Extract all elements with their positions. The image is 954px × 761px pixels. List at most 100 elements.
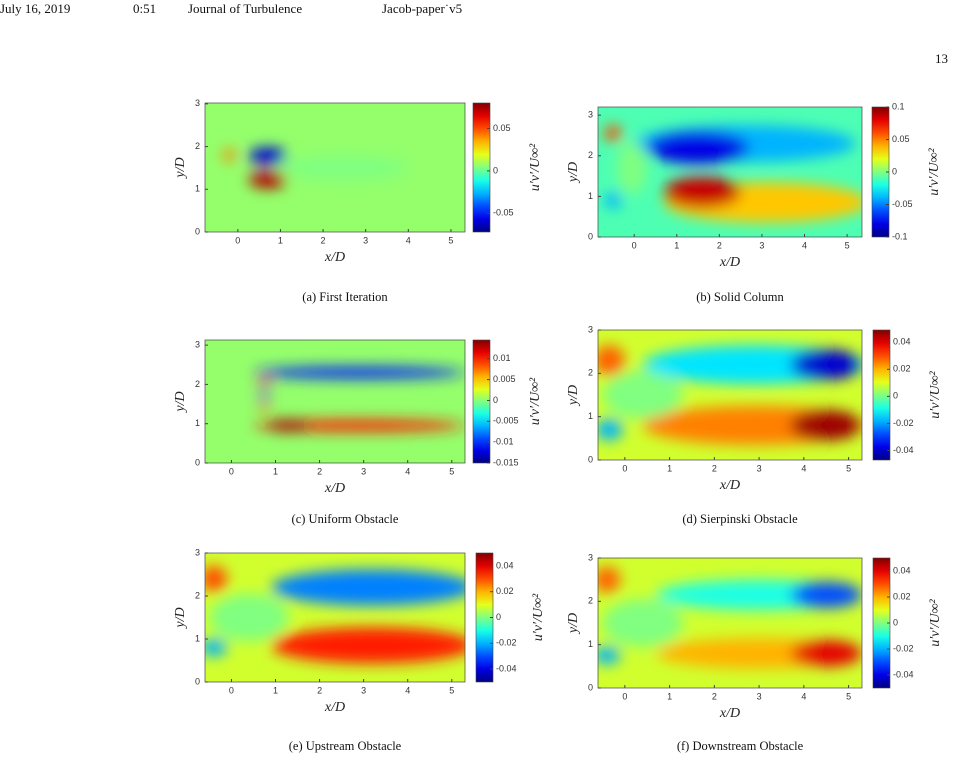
y-tick-label: 0 bbox=[195, 226, 200, 236]
colorbar-tick-label: 0.01 bbox=[493, 353, 511, 363]
x-tick-label: 3 bbox=[361, 466, 366, 476]
y-axis-label: y/D bbox=[173, 391, 188, 413]
y-tick-label: 2 bbox=[588, 368, 593, 378]
x-tick-label: 3 bbox=[361, 685, 366, 695]
heatmap-field bbox=[598, 558, 862, 688]
y-tick-label: 1 bbox=[588, 411, 593, 421]
figure-panel: 0 1 2 3 4 5 0 1 2 3 x/D y/D 0.04 0.02 0 -0.02 -0.04 u′v′/… bbox=[566, 552, 943, 753]
x-tick-label: 2 bbox=[317, 685, 322, 695]
heatmap-region bbox=[257, 402, 272, 410]
heatmap-background bbox=[205, 340, 465, 463]
x-tick-label: 5 bbox=[846, 463, 851, 473]
header-file: Jacob-paper˙v5 bbox=[382, 1, 462, 16]
heatmap-region bbox=[222, 148, 236, 162]
heatmap-region bbox=[602, 599, 684, 647]
heatmap-region bbox=[271, 627, 465, 664]
heatmap-region bbox=[266, 419, 311, 432]
x-tick-label: 4 bbox=[802, 240, 807, 250]
x-tick-label: 5 bbox=[448, 235, 453, 245]
y-tick-label: 0 bbox=[195, 676, 200, 686]
header-journal: Journal of Turbulence bbox=[188, 1, 302, 16]
figure-caption: (b) Solid Column bbox=[696, 290, 784, 304]
y-tick-label: 0 bbox=[195, 457, 200, 467]
y-tick-label: 3 bbox=[588, 552, 593, 562]
x-tick-label: 1 bbox=[273, 685, 278, 695]
y-tick-label: 2 bbox=[195, 379, 200, 389]
colorbar-label: u′v′/U∞² bbox=[528, 143, 543, 191]
x-tick-label: 4 bbox=[405, 685, 410, 695]
y-axis-label: y/D bbox=[566, 613, 581, 635]
y-tick-label: 2 bbox=[195, 141, 200, 151]
colorbar-tick-label: 0 bbox=[493, 165, 498, 175]
y-tick-label: 3 bbox=[195, 547, 200, 557]
x-tick-label: 4 bbox=[801, 691, 806, 701]
heatmap-region bbox=[664, 176, 741, 208]
y-axis-label: y/D bbox=[173, 607, 188, 629]
plot-frame bbox=[204, 552, 466, 683]
y-tick-label: 0 bbox=[588, 454, 593, 464]
x-tick-label: 2 bbox=[717, 240, 722, 250]
colorbar-tick-label: -0.1 bbox=[892, 231, 908, 241]
colorbar-tick-label: -0.005 bbox=[493, 416, 519, 426]
x-tick-label: 5 bbox=[449, 685, 454, 695]
x-tick-label: 3 bbox=[759, 240, 764, 250]
colorbar-tick-label: 0 bbox=[893, 391, 898, 401]
x-tick-label: 2 bbox=[712, 463, 717, 473]
page-number: 13 bbox=[935, 51, 948, 66]
colorbar-tick-label: 0.02 bbox=[496, 586, 514, 596]
x-tick-label: 4 bbox=[801, 463, 806, 473]
heatmap-region bbox=[598, 418, 623, 441]
colorbar-tick-label: 0 bbox=[496, 612, 501, 622]
heatmap-region bbox=[271, 569, 465, 606]
x-tick-label: 2 bbox=[317, 466, 322, 476]
x-tick-label: 4 bbox=[406, 235, 411, 245]
colorbar-tick-label: -0.04 bbox=[893, 669, 914, 679]
colorbar-tick-label: 0.1 bbox=[892, 101, 905, 111]
colorbar-tick-label: -0.01 bbox=[493, 437, 514, 447]
y-tick-label: 3 bbox=[195, 98, 200, 108]
colorbar bbox=[472, 102, 491, 233]
x-tick-label: 1 bbox=[273, 466, 278, 476]
header-date: July 16, 2019 bbox=[0, 1, 70, 16]
x-tick-label: 5 bbox=[845, 240, 850, 250]
heatmap-blobs bbox=[598, 345, 862, 445]
y-tick-label: 3 bbox=[588, 324, 593, 334]
x-axis-label: x/D bbox=[324, 700, 345, 715]
heatmap-blobs bbox=[604, 125, 862, 223]
colorbar-tick-label: -0.04 bbox=[893, 445, 914, 455]
heatmap-region bbox=[646, 131, 750, 164]
y-tick-label: 2 bbox=[588, 596, 593, 606]
y-tick-label: 1 bbox=[588, 191, 593, 201]
x-tick-label: 1 bbox=[667, 691, 672, 701]
y-tick-label: 3 bbox=[588, 110, 593, 120]
heatmap-region bbox=[253, 366, 465, 379]
heatmap-blobs bbox=[598, 566, 862, 669]
heatmap-region bbox=[790, 640, 862, 667]
colorbar-tick-label: 0.04 bbox=[893, 565, 911, 575]
x-tick-label: 0 bbox=[622, 691, 627, 701]
plot-frame bbox=[204, 102, 466, 233]
x-axis-label: x/D bbox=[719, 706, 740, 721]
y-tick-label: 0 bbox=[588, 231, 593, 241]
heatmap-field bbox=[205, 103, 465, 232]
x-axis-label: x/D bbox=[324, 481, 345, 496]
colorbar-tick-label: 0.02 bbox=[893, 364, 911, 374]
plot-frame bbox=[204, 339, 466, 464]
heatmap-region bbox=[598, 646, 621, 665]
heatmap-field bbox=[205, 340, 465, 463]
x-axis-label: x/D bbox=[719, 255, 740, 270]
plot-frame bbox=[597, 106, 863, 238]
y-tick-label: 1 bbox=[195, 418, 200, 428]
heatmap-region bbox=[280, 155, 409, 181]
colorbar-tick-label: 0.02 bbox=[893, 591, 911, 601]
y-tick-label: 3 bbox=[195, 339, 200, 349]
figure-caption: (a) First Iteration bbox=[302, 290, 388, 304]
colorbar-tick-label: 0.04 bbox=[496, 560, 514, 570]
x-tick-label: 3 bbox=[757, 463, 762, 473]
heatmap-region bbox=[205, 565, 228, 592]
heatmap-region bbox=[604, 192, 622, 209]
x-tick-label: 1 bbox=[667, 463, 672, 473]
x-tick-label: 2 bbox=[712, 691, 717, 701]
heatmap-blobs bbox=[205, 565, 465, 664]
